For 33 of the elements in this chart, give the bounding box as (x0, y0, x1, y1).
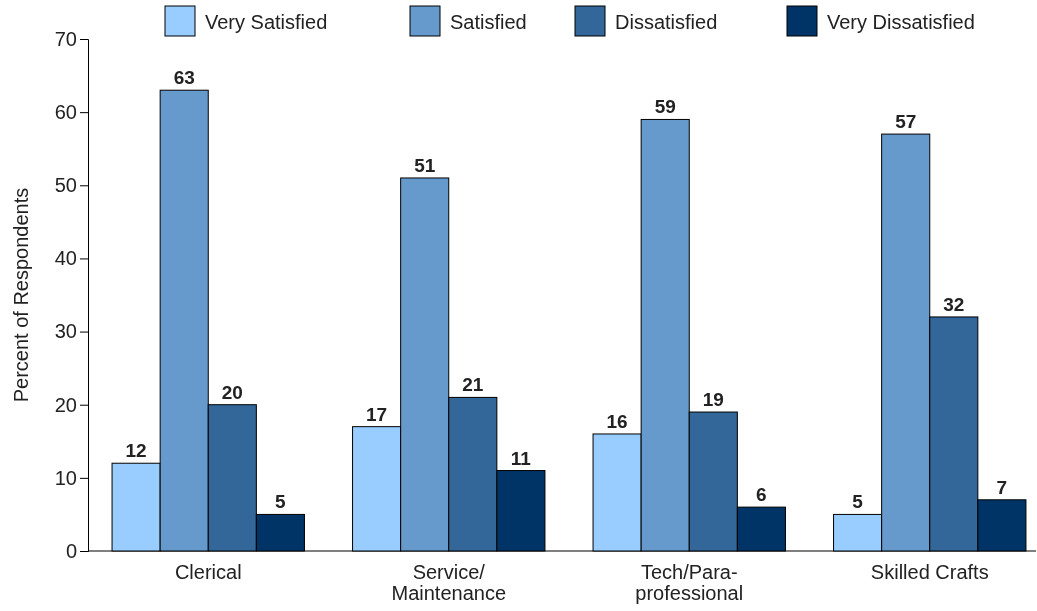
x-tick-label: Clerical (174, 561, 242, 583)
legend-label: Very Dissatisfied (827, 11, 975, 33)
data-label: 20 (221, 381, 243, 403)
y-tick-label: 30 (54, 320, 77, 343)
data-label: 32 (943, 293, 965, 315)
y-tick-label: 20 (54, 393, 77, 416)
data-label: 16 (606, 410, 628, 432)
x-tick-label: Skilled Crafts (870, 561, 989, 583)
legend-label: Very Satisfied (205, 11, 328, 33)
y-tick-label: 60 (54, 101, 77, 124)
data-label: 5 (852, 491, 864, 513)
data-label: 11 (510, 447, 532, 469)
legend-label: Dissatisfied (615, 11, 718, 33)
y-tick-label: 40 (54, 247, 77, 270)
data-label: 17 (366, 403, 388, 425)
data-label: 51 (414, 154, 436, 176)
data-label: 7 (996, 476, 1008, 498)
data-label: 59 (654, 96, 676, 118)
data-label: 21 (462, 374, 484, 396)
y-tick-label: 10 (54, 466, 77, 489)
data-label: 5 (275, 491, 287, 513)
legend-label: Satisfied (450, 11, 527, 33)
y-tick-label: 50 (54, 174, 77, 197)
y-axis-title: Percent of Respondents (10, 187, 32, 403)
y-tick-label: 0 (65, 539, 77, 562)
y-tick-label: 70 (54, 27, 77, 50)
data-label: 57 (895, 111, 917, 133)
data-label: 6 (756, 484, 767, 506)
data-label: 12 (125, 440, 147, 462)
data-label: 19 (702, 389, 724, 411)
x-tick-label: Service/ Maintenance (391, 561, 507, 604)
x-tick-label: Tech/Para- professional (635, 561, 744, 604)
data-label: 63 (173, 67, 195, 89)
